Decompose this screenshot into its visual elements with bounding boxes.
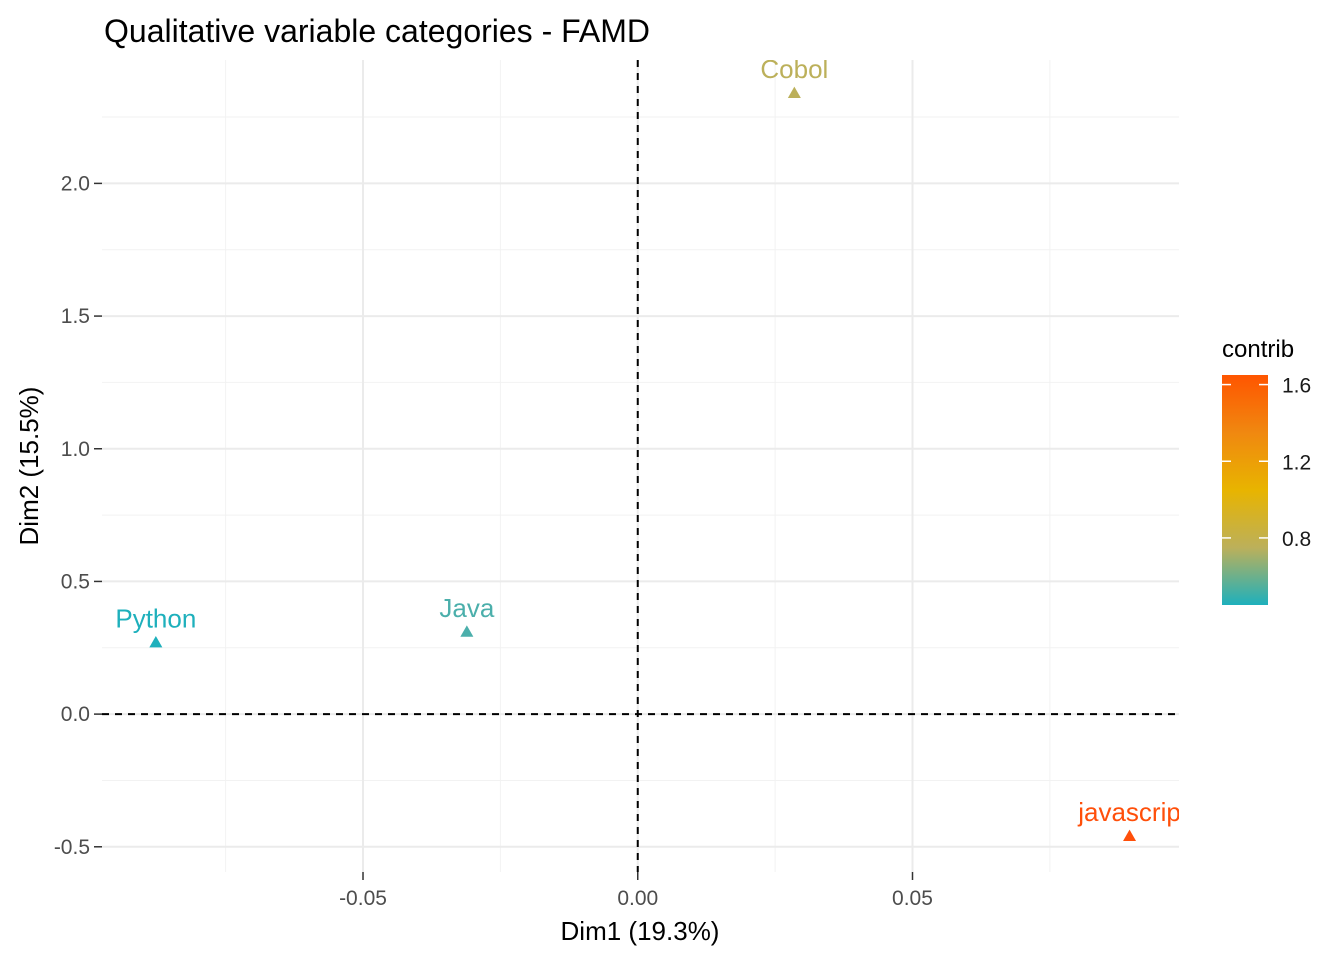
legend-tick-label: 0.8 xyxy=(1282,528,1311,551)
contrib-legend: contrib 0.8 1.2 1.6 xyxy=(1222,336,1311,605)
y-axis-title: Dim2 (15.5%) xyxy=(14,387,44,546)
legend-tick-label: 1.2 xyxy=(1282,451,1311,474)
chart-title: Qualitative variable categories - FAMD xyxy=(104,13,650,49)
legend-title: contrib xyxy=(1222,336,1294,363)
point-marker-java xyxy=(460,625,474,637)
y-tick-label: 0.0 xyxy=(61,703,90,726)
grid xyxy=(102,60,1179,872)
axes: -0.05 0.00 0.05 -0.5 0.0 0.5 1.0 1.5 2.0 xyxy=(54,172,933,910)
y-tick-label: 0.5 xyxy=(61,570,90,593)
x-axis-title: Dim1 (19.3%) xyxy=(561,916,720,946)
legend-colorbar xyxy=(1222,375,1268,605)
point-marker-cobol xyxy=(787,86,801,99)
reference-lines xyxy=(102,60,1179,872)
point-label-javascrip: javascrip xyxy=(1077,797,1181,827)
point-marker-javascrip xyxy=(1123,829,1137,842)
y-tick-label: 1.5 xyxy=(61,305,90,328)
point-label-java: Java xyxy=(439,593,494,623)
y-tick-label: 2.0 xyxy=(61,172,90,195)
point-label-python: Python xyxy=(115,603,196,633)
point-label-cobol: Cobol xyxy=(760,54,828,84)
points: Python Java Cobol javascrip xyxy=(115,54,1181,842)
x-tick-label: 0.05 xyxy=(892,887,933,910)
x-tick-label: -0.05 xyxy=(339,887,387,910)
legend-tick-label: 1.6 xyxy=(1282,375,1311,398)
y-tick-label: -0.5 xyxy=(54,836,90,859)
y-tick-label: 1.0 xyxy=(61,438,90,461)
point-marker-python xyxy=(149,635,163,648)
x-tick-label: 0.00 xyxy=(617,887,658,910)
